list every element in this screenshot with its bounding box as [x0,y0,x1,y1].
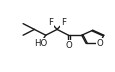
Text: O: O [65,41,71,50]
Text: O: O [95,39,102,48]
Text: F: F [48,18,53,27]
Text: HO: HO [34,39,47,48]
Text: F: F [60,18,65,27]
